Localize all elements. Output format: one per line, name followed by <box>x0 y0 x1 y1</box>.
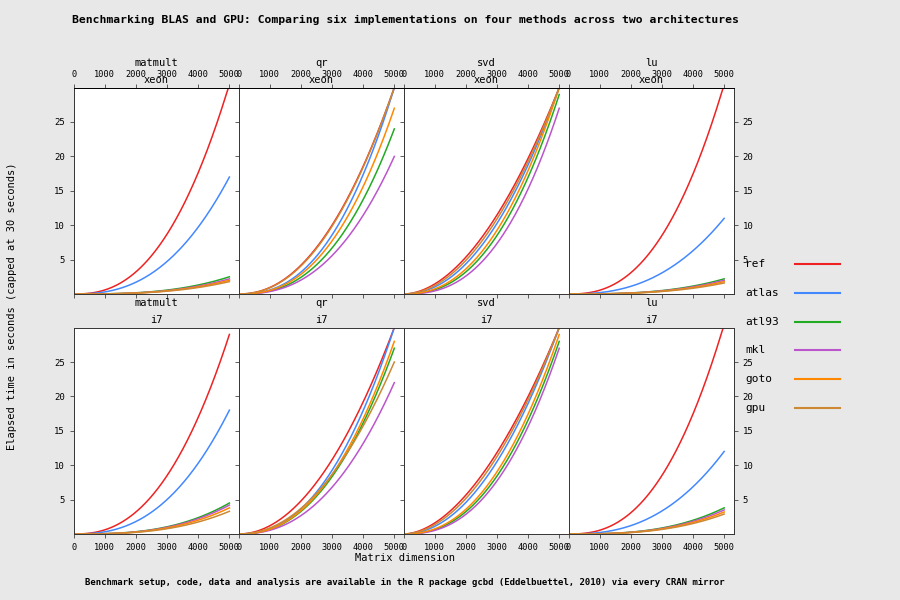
Text: ref: ref <box>745 259 765 269</box>
Text: xeon: xeon <box>309 75 334 85</box>
Text: matmult: matmult <box>134 58 178 68</box>
Text: atl93: atl93 <box>745 317 778 326</box>
Text: Benchmarking BLAS and GPU: Comparing six implementations on four methods across : Benchmarking BLAS and GPU: Comparing six… <box>72 15 738 25</box>
Text: lu: lu <box>644 298 657 308</box>
Text: Matrix dimension: Matrix dimension <box>355 553 455 563</box>
Text: goto: goto <box>745 374 772 384</box>
Text: matmult: matmult <box>134 298 178 308</box>
Text: gpu: gpu <box>745 403 765 413</box>
Text: i7: i7 <box>150 315 163 325</box>
Text: Benchmark setup, code, data and analysis are available in the R package gcbd (Ed: Benchmark setup, code, data and analysis… <box>86 578 725 587</box>
Text: svd: svd <box>477 298 496 308</box>
Text: i7: i7 <box>315 315 328 325</box>
Text: xeon: xeon <box>638 75 663 85</box>
Text: lu: lu <box>644 58 657 68</box>
Text: Elapsed time in seconds (capped at 30 seconds): Elapsed time in seconds (capped at 30 se… <box>6 162 17 450</box>
Text: qr: qr <box>315 298 328 308</box>
Text: qr: qr <box>315 58 328 68</box>
Text: i7: i7 <box>644 315 657 325</box>
Text: i7: i7 <box>480 315 492 325</box>
Text: atlas: atlas <box>745 288 778 298</box>
Text: xeon: xeon <box>473 75 499 85</box>
Text: mkl: mkl <box>745 346 765 355</box>
Text: svd: svd <box>477 58 496 68</box>
Text: xeon: xeon <box>144 75 169 85</box>
